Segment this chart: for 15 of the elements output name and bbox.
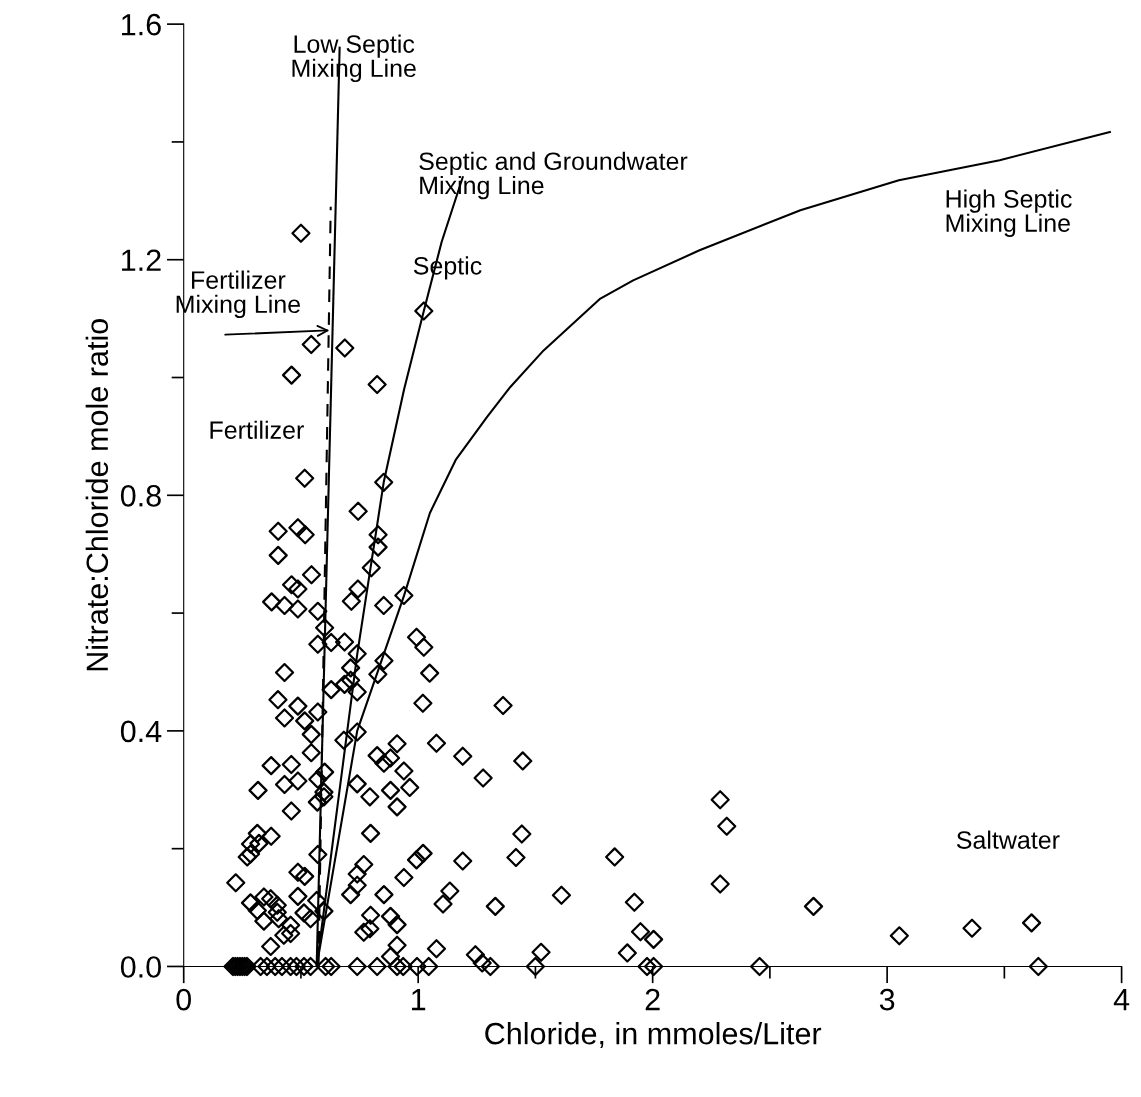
x-axis-title: Chloride, in mmoles/Liter bbox=[485, 1022, 822, 1049]
x-tick-label: 4 bbox=[1113, 989, 1130, 1011]
annotation: Fertilizer bbox=[210, 420, 304, 439]
y-tick-label: 1.6 bbox=[122, 13, 161, 36]
series-label: High Septic Mixing Line bbox=[946, 189, 1072, 237]
x-tick-label: 1 bbox=[412, 989, 426, 1011]
x-tick-label: 3 bbox=[879, 988, 895, 1011]
y-tick-label: 0.4 bbox=[120, 720, 162, 743]
x-tick-label: 2 bbox=[645, 988, 660, 1011]
y-tick-label: 0.0 bbox=[120, 956, 161, 978]
y-tick-label: 1.2 bbox=[122, 249, 161, 271]
y-tick-label: 0.8 bbox=[120, 485, 161, 507]
y-axis-title: Nitrate:Chloride mole ratio bbox=[85, 319, 109, 671]
x-tick-label: 0 bbox=[176, 988, 191, 1011]
annotation: Saltwater bbox=[956, 830, 1060, 849]
